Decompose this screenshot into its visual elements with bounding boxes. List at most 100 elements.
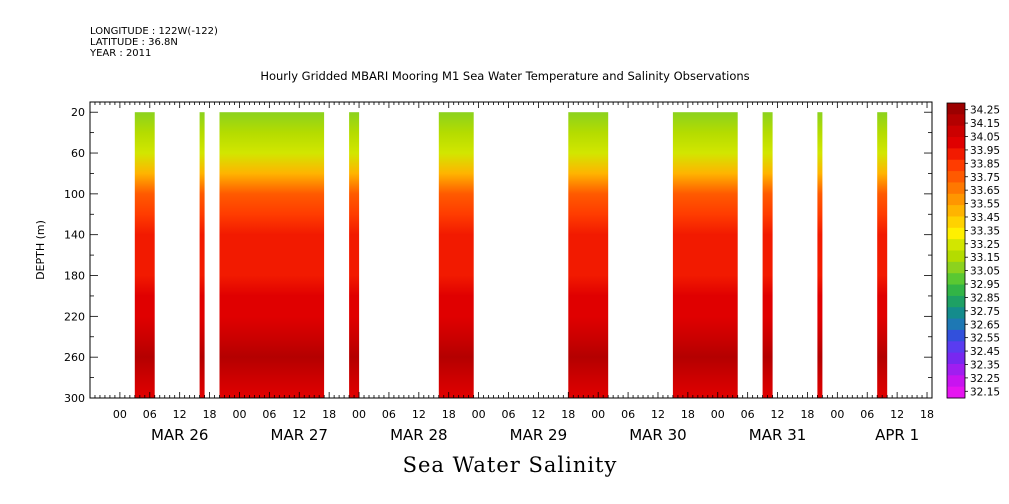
x-tick-label: 06 (741, 408, 755, 421)
x-tick-label: 18 (203, 408, 217, 421)
x-tick-label: 18 (442, 408, 456, 421)
x-tick-label: 00 (472, 408, 486, 421)
data-segment (762, 112, 773, 398)
colorbar-label: 32.45 (970, 346, 1000, 358)
data-segment (817, 112, 823, 398)
variable-title: Sea Water Salinity (402, 453, 618, 477)
colorbar-label: 32.85 (970, 292, 1000, 304)
data-segment (349, 112, 360, 398)
y-tick-label: 220 (64, 310, 85, 323)
y-tick-label: 180 (64, 270, 85, 283)
colorbar-swatch (947, 273, 965, 286)
colorbar-swatch (947, 103, 965, 115)
colorbar-swatch (947, 295, 965, 308)
colorbar-label: 32.55 (970, 333, 1000, 345)
x-tick-label: 00 (352, 408, 366, 421)
y-tick-label: 300 (64, 392, 85, 405)
x-tick-label: 00 (113, 408, 127, 421)
x-tick-label: 06 (382, 408, 396, 421)
colorbar-swatch (947, 329, 965, 342)
data-segment (438, 112, 474, 398)
data-segment (219, 112, 325, 398)
x-tick-label: 12 (292, 408, 306, 421)
colorbar-swatch (947, 318, 965, 331)
colorbar-swatch (947, 284, 965, 297)
latitude-label: LATITUDE : 36.8N (90, 37, 178, 48)
x-tick-label: 00 (830, 408, 844, 421)
colorbar-swatch (947, 352, 965, 365)
x-tick-label: 18 (561, 408, 575, 421)
x-day-label: APR 1 (875, 426, 919, 444)
colorbar-label: 33.85 (970, 158, 1000, 170)
colorbar-label: 34.15 (970, 118, 1000, 130)
plot-area (134, 112, 888, 398)
colorbar-swatch (947, 137, 965, 149)
colorbar-swatch (947, 193, 965, 206)
colorbar-label: 34.25 (970, 105, 1000, 117)
longitude-label: LONGITUDE : 122W(-122) (90, 26, 218, 37)
x-day-label: MAR 29 (510, 426, 567, 444)
colorbar-swatch (947, 375, 965, 388)
x-tick-label: 18 (681, 408, 695, 421)
colorbar-swatch (947, 250, 965, 263)
colorbar-label: 33.65 (970, 185, 1000, 197)
colorbar-swatch (947, 307, 965, 320)
colorbar-label: 32.25 (970, 373, 1000, 385)
x-tick-label: 18 (920, 408, 934, 421)
colorbar-label: 33.95 (970, 145, 1000, 157)
y-axis-label: DEPTH (m) (34, 220, 47, 280)
x-tick-label: 18 (800, 408, 814, 421)
x-tick-label: 12 (412, 408, 426, 421)
colorbar-swatch (947, 239, 965, 251)
data-segment (134, 112, 155, 398)
colorbar-swatch (947, 148, 965, 161)
x-tick-label: 12 (651, 408, 665, 421)
data-segment (568, 112, 609, 398)
x-day-label: MAR 26 (151, 426, 208, 444)
x-tick-label: 12 (531, 408, 545, 421)
colorbar-swatch (947, 216, 965, 229)
x-tick-label: 00 (591, 408, 605, 421)
x-tick-label: 06 (860, 408, 874, 421)
colorbar-swatch (947, 386, 965, 399)
x-tick-label: 12 (771, 408, 785, 421)
y-tick-label: 20 (71, 106, 85, 119)
data-segment (672, 112, 738, 398)
x-tick-label: 12 (173, 408, 187, 421)
colorbar-label: 34.05 (970, 132, 1000, 144)
year-label: YEAR : 2011 (90, 48, 152, 59)
x-tick-label: 06 (621, 408, 635, 421)
x-tick-label: 18 (322, 408, 336, 421)
colorbar-swatch (947, 261, 965, 274)
colorbar-frame (946, 102, 966, 399)
y-tick-label: 260 (64, 351, 85, 364)
data-segment (877, 112, 888, 398)
colorbar-label: 32.35 (970, 359, 1000, 371)
x-tick-label: 12 (890, 408, 904, 421)
colorbar-swatch (947, 159, 965, 172)
colorbar-swatch (947, 125, 965, 138)
colorbar-swatch (947, 205, 965, 217)
x-day-label: MAR 30 (629, 426, 686, 444)
x-tick-label: 06 (502, 408, 516, 421)
colorbar-label: 33.35 (970, 225, 1000, 237)
colorbar-label: 33.25 (970, 239, 1000, 251)
y-tick-label: 60 (71, 147, 85, 160)
x-tick-label: 00 (232, 408, 246, 421)
plot-frame (89, 101, 933, 399)
colorbar-label: 33.55 (970, 199, 1000, 211)
y-tick-label: 140 (64, 229, 85, 242)
colorbar-label: 33.05 (970, 266, 1000, 278)
colorbar-swatch (947, 341, 965, 354)
colorbar-label: 33.75 (970, 172, 1000, 184)
colorbar-label: 32.65 (970, 319, 1000, 331)
colorbar-swatch (947, 363, 965, 376)
x-day-label: MAR 27 (271, 426, 328, 444)
x-tick-label: 00 (711, 408, 725, 421)
x-day-label: MAR 28 (390, 426, 447, 444)
colorbar-label: 33.45 (970, 212, 1000, 224)
colorbar-swatch (947, 227, 965, 240)
data-segment (199, 112, 205, 398)
